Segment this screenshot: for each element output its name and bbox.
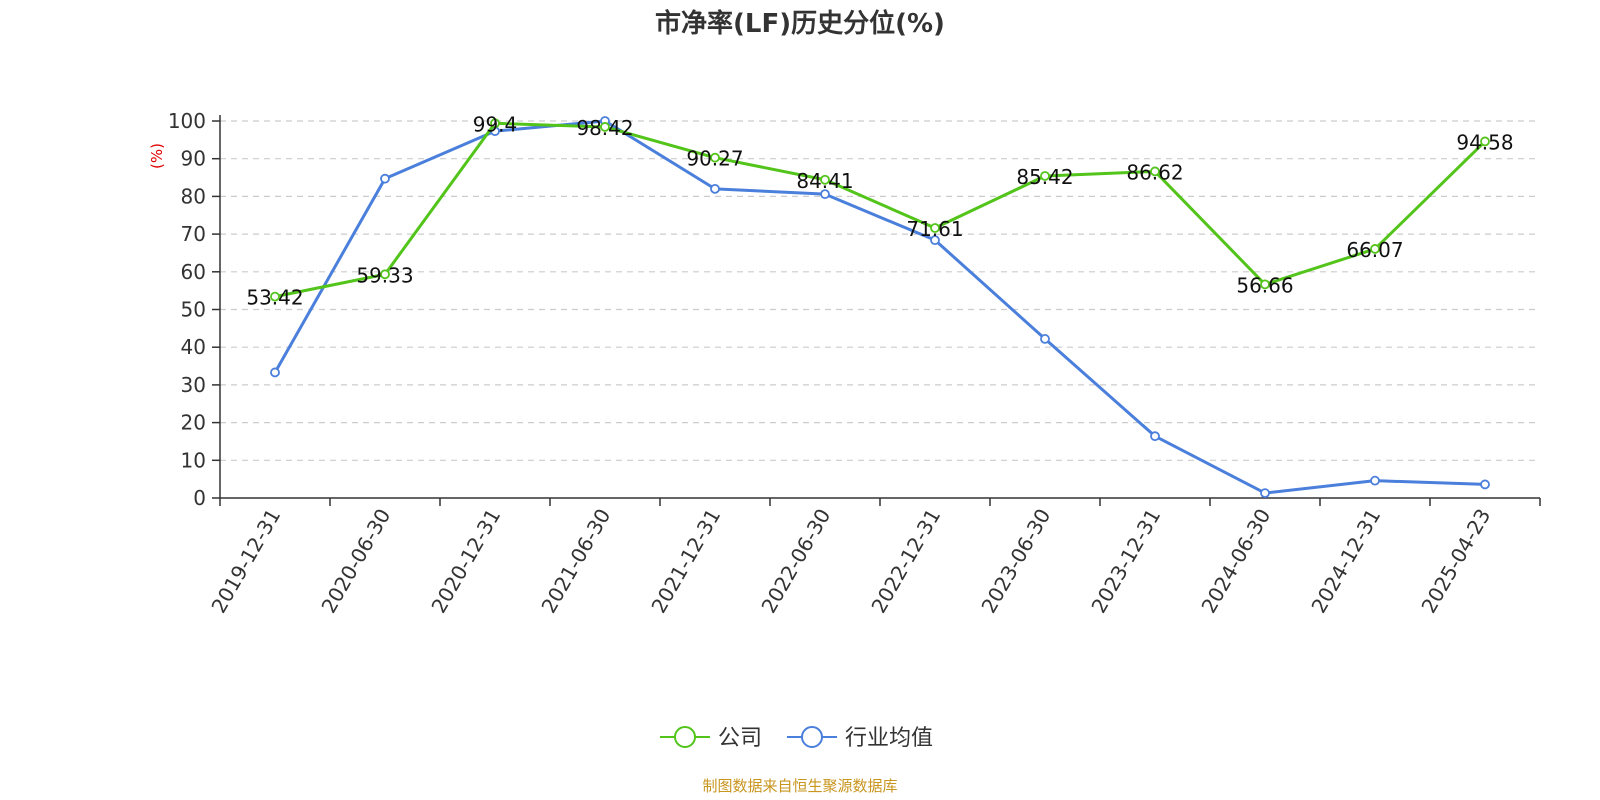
y-tick-label: 10 <box>181 448 206 472</box>
data-point <box>1370 244 1380 254</box>
data-point <box>270 367 280 378</box>
data-point <box>1150 166 1160 177</box>
y-tick-label: 50 <box>181 298 206 322</box>
data-point <box>1040 171 1050 181</box>
data-source-note: 制图数据来自恒生聚源数据库 <box>702 777 897 795</box>
series-line-0 <box>274 121 1487 299</box>
data-point <box>1260 279 1270 290</box>
data-point <box>710 183 720 194</box>
data-point <box>1040 334 1050 344</box>
x-tick-label: 2022-06-30 <box>756 505 835 618</box>
legend-marker-1 <box>801 726 823 748</box>
x-tick-label: 2023-06-30 <box>976 505 1055 618</box>
data-point <box>710 152 720 163</box>
y-tick-label: 0 <box>193 486 206 510</box>
axes: 0 10 20 30 40 50 60 70 80 90 100 2019-12-31 2020-06-… <box>168 109 1541 618</box>
y-axis-unit-label: (%) <box>148 143 166 169</box>
y-tick-label: 80 <box>181 184 206 208</box>
data-point <box>270 291 280 302</box>
data-label: 94.58 <box>1456 130 1513 154</box>
data-point <box>380 173 390 184</box>
y-tick-label: 30 <box>181 373 206 397</box>
data-label: 71.61 <box>906 217 963 241</box>
x-tick-label: 2023-12-31 <box>1086 505 1165 618</box>
x-tick-label: 2019-12-31 <box>206 505 285 618</box>
data-point <box>820 189 830 200</box>
x-tick-label: 2020-06-30 <box>316 505 395 618</box>
data-point <box>1260 488 1270 498</box>
legend-label-0: 公司 <box>718 726 762 751</box>
data-label: 99.4 <box>473 112 518 136</box>
y-tick-label: 90 <box>181 147 206 171</box>
data-label: 90.27 <box>686 147 743 171</box>
chart-title: 市净率(LF)历史分位(%) <box>655 8 945 39</box>
data-label: 85.42 <box>1016 165 1073 189</box>
x-tick-label: 2021-12-31 <box>646 505 725 618</box>
series-layer <box>270 116 1490 498</box>
data-point <box>1480 136 1490 147</box>
data-labels: 53.42 59.33 99.4 98.42 90.27 84.41 71.61 85.42 8… <box>246 112 1513 309</box>
y-tick-label: 40 <box>181 335 206 359</box>
x-tick-label: 2020-12-31 <box>426 505 505 618</box>
data-point <box>1480 479 1490 490</box>
data-label: 86.62 <box>1126 160 1183 184</box>
x-tick-label: 2024-12-31 <box>1306 505 1385 618</box>
data-point <box>380 269 390 280</box>
legend[interactable]: 公司 行业均值 <box>660 726 933 751</box>
data-label: 66.07 <box>1346 238 1403 262</box>
data-label: 59.33 <box>356 263 413 287</box>
data-point <box>490 118 500 129</box>
data-label: 53.42 <box>246 286 303 310</box>
legend-marker-0 <box>674 726 696 748</box>
series-line-1 <box>273 119 1486 495</box>
x-tick-label: 2024-06-30 <box>1196 505 1275 618</box>
data-label: 56.66 <box>1236 273 1293 297</box>
data-label: 98.42 <box>576 116 633 140</box>
data-label: 84.41 <box>796 169 853 193</box>
y-tick-label: 20 <box>181 411 206 435</box>
y-tick-label: 60 <box>181 260 206 284</box>
x-tick-label: 2022-12-31 <box>866 505 945 618</box>
x-tick-label: 2025-04-23 <box>1416 505 1495 618</box>
data-point <box>820 174 830 185</box>
y-tick-label: 70 <box>181 222 206 246</box>
x-tick-label: 2021-06-30 <box>536 505 615 618</box>
data-point <box>930 235 940 246</box>
legend-label-1: 行业均值 <box>845 726 933 751</box>
grid-lines <box>220 120 1540 461</box>
data-point <box>600 122 610 132</box>
data-point <box>1370 475 1380 486</box>
data-point <box>1150 431 1160 442</box>
data-point <box>930 223 940 233</box>
y-tick-label: 100 <box>168 109 206 133</box>
